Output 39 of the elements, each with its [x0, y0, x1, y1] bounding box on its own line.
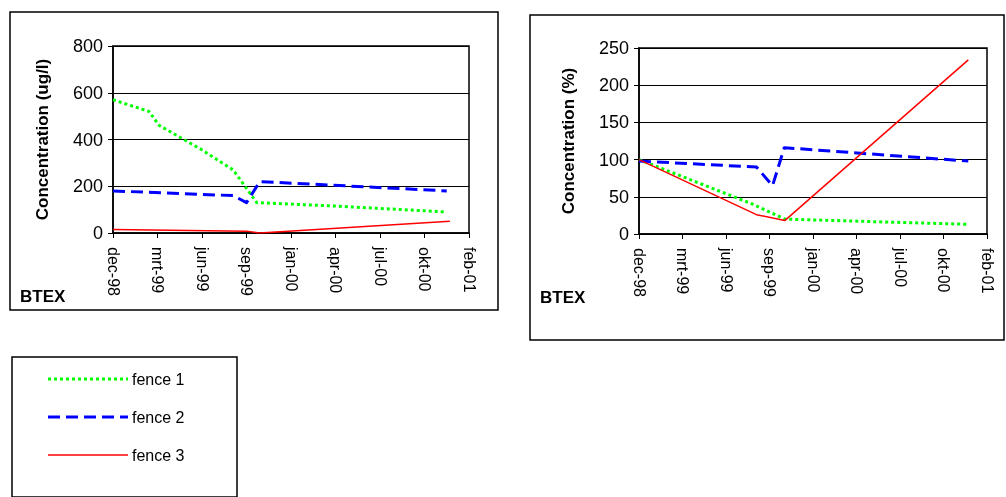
x-tick-label: jun-99 — [193, 246, 211, 292]
x-axis-title: BTEX — [20, 287, 66, 306]
y-axis-title: Concentration (%) — [559, 67, 578, 215]
y-tick-label: 50 — [608, 186, 629, 207]
x-tick-label: jan-00 — [804, 247, 822, 293]
x-tick-label: jan-00 — [282, 246, 300, 292]
x-tick-label: feb-01 — [978, 248, 996, 294]
line-series — [111, 180, 449, 205]
y-tick-label: 250 — [598, 38, 629, 58]
legend-label: fence 1 — [132, 370, 185, 388]
legend-label: fence 3 — [132, 446, 185, 464]
y-tick-label: 400 — [72, 129, 103, 150]
y-axis-title: Concentration (ug/l) — [33, 58, 52, 221]
x-tick-label: okt-00 — [416, 247, 433, 292]
x-tick-label: mrt-99 — [149, 247, 166, 294]
y-tick-label: 150 — [598, 112, 629, 133]
y-tick-label: 800 — [72, 36, 103, 56]
y-tick-label: 0 — [618, 224, 629, 244]
legend-label: fence 2 — [132, 408, 185, 426]
x-tick-label: feb-01 — [460, 247, 478, 293]
x-tick-label: jun-99 — [717, 247, 735, 293]
y-tick-label: 600 — [72, 82, 103, 103]
y-tick-label: 200 — [72, 176, 103, 197]
x-axis-title: BTEX — [540, 288, 586, 307]
x-tick-label: okt-00 — [935, 248, 952, 293]
x-tick-label: jul-00 — [371, 246, 389, 287]
x-tick-label: dec-98 — [630, 248, 648, 298]
line-series — [112, 220, 451, 234]
x-tick-label: jul-00 — [891, 247, 909, 288]
y-tick-label: 200 — [598, 75, 629, 96]
x-tick-label: dec-98 — [104, 247, 122, 297]
x-tick-label: sep-99 — [761, 248, 778, 298]
x-tick-label: apr-00 — [327, 247, 344, 294]
y-tick-label: 0 — [92, 223, 103, 243]
line-series — [638, 59, 970, 222]
x-tick-label: sep-99 — [238, 247, 255, 297]
x-tick-label: mrt-99 — [674, 248, 691, 295]
x-tick-label: apr-00 — [848, 248, 865, 295]
y-tick-label: 100 — [598, 149, 629, 170]
